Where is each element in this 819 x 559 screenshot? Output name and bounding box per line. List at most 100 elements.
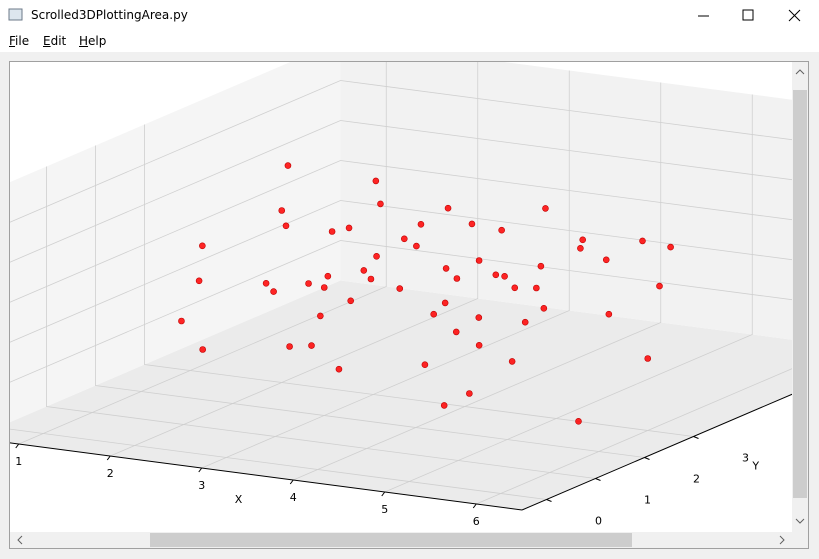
maximize[interactable] — [742, 9, 754, 21]
point — [421, 361, 429, 369]
point — [475, 341, 483, 349]
grid-line — [10, 428, 547, 500]
point — [498, 226, 505, 234]
point — [542, 205, 549, 212]
x-tick-label: 6 — [473, 515, 480, 528]
point — [284, 162, 292, 169]
x-tick-label: 2 — [107, 467, 114, 480]
point — [667, 243, 674, 251]
point — [475, 257, 483, 264]
back-pane — [340, 62, 792, 340]
point — [305, 280, 312, 287]
grid-line — [10, 160, 792, 303]
point — [278, 207, 286, 214]
x-tick — [289, 479, 294, 485]
y-axis — [521, 393, 792, 511]
y-tick-label: 3 — [742, 452, 749, 465]
x-axis — [10, 442, 523, 511]
grid-line — [10, 80, 792, 223]
point — [602, 256, 610, 264]
point — [195, 277, 203, 285]
point — [345, 224, 353, 232]
point — [400, 235, 408, 243]
point — [501, 272, 508, 280]
y-axis-label: Y — [751, 459, 759, 472]
title-icons — [8, 8, 801, 22]
point — [639, 237, 646, 245]
point — [317, 312, 324, 320]
y-tick-label: 2 — [693, 473, 700, 486]
point — [453, 275, 461, 282]
point — [656, 282, 663, 290]
x-tick-label: 3 — [198, 479, 205, 492]
point — [492, 271, 500, 279]
menu-item[interactable]: File — [9, 34, 30, 48]
side-pane — [10, 62, 341, 423]
x-tick — [381, 491, 386, 497]
x-tick — [472, 503, 477, 509]
y-tick-label: 0 — [595, 515, 602, 528]
point — [440, 402, 448, 409]
point — [441, 299, 449, 307]
close[interactable] — [788, 9, 801, 22]
point — [444, 204, 452, 212]
point — [377, 200, 384, 208]
grid-line — [10, 200, 792, 343]
point — [644, 355, 652, 362]
point — [521, 318, 529, 326]
point — [199, 346, 206, 353]
point — [324, 272, 332, 280]
h-scroll-arrows[interactable] — [17, 535, 785, 545]
x-tick-label: 4 — [290, 491, 297, 504]
point — [360, 267, 368, 274]
point — [320, 284, 328, 291]
point — [347, 297, 355, 305]
x-tick-label: 1 — [15, 455, 22, 468]
v-scroll-thumb[interactable] — [793, 90, 807, 498]
point — [575, 417, 582, 425]
point — [468, 220, 476, 228]
point — [577, 245, 584, 252]
point — [373, 252, 380, 260]
point — [413, 242, 420, 250]
point — [537, 262, 545, 270]
menu-item[interactable]: Edit — [43, 34, 67, 48]
point — [430, 310, 438, 318]
x-tick-label: 5 — [381, 503, 388, 516]
point — [511, 284, 519, 292]
point — [262, 279, 270, 287]
point — [533, 284, 540, 292]
corner — [792, 532, 808, 548]
point — [452, 328, 460, 336]
point — [308, 342, 315, 349]
h-scroll-thumb[interactable] — [150, 533, 632, 547]
x-axis-label: X — [235, 493, 243, 506]
y-tick — [546, 499, 552, 502]
x-tick — [198, 467, 203, 473]
point — [367, 275, 375, 283]
point — [475, 314, 483, 321]
figure: 1 2 3 4 5 6 0 1 2 3 X Y — [10, 62, 792, 528]
menu-bar: File Edit Help — [0, 31, 819, 52]
menu-item[interactable]: Help — [79, 34, 107, 48]
point — [466, 390, 473, 397]
point — [335, 365, 343, 373]
grid-line — [10, 240, 792, 383]
v-scroll-arrows[interactable] — [795, 69, 805, 524]
y-tick-label: 1 — [644, 494, 651, 507]
point — [540, 304, 548, 312]
point — [508, 358, 516, 365]
title-bar: Scrolled3DPlottingArea.py — [0, 0, 819, 31]
point — [199, 242, 206, 250]
y-tick — [693, 436, 699, 439]
y-tick — [644, 457, 650, 460]
point — [178, 317, 185, 325]
app-icon — [8, 8, 23, 21]
x-tick — [106, 455, 111, 461]
y-tick — [595, 478, 601, 481]
point — [270, 288, 277, 295]
point — [396, 285, 404, 292]
point — [417, 221, 425, 228]
